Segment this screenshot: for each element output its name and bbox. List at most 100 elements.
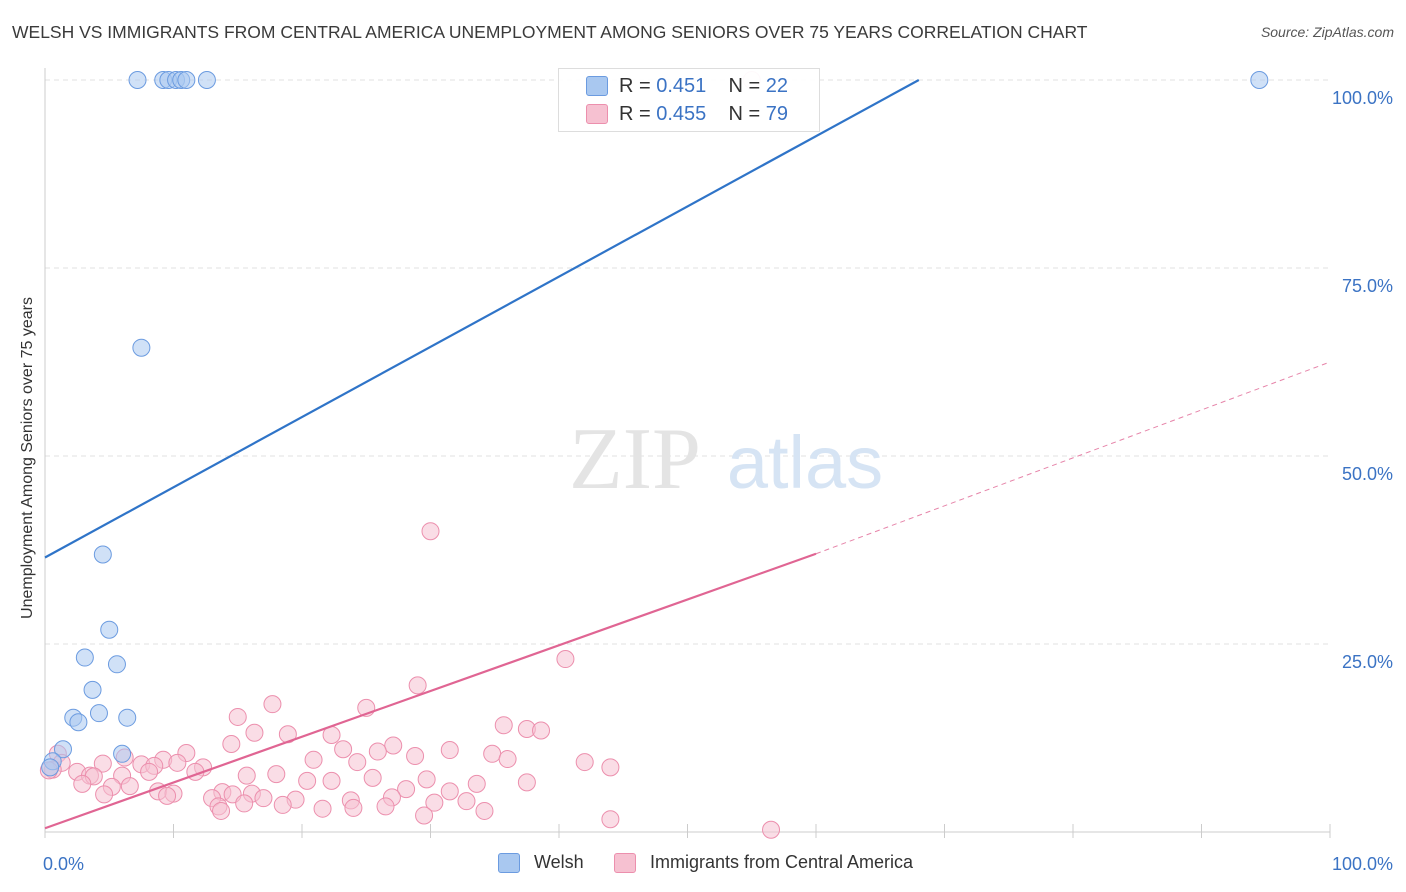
legend-welsh-n-label: N = bbox=[728, 74, 766, 97]
cam-point bbox=[575, 753, 594, 772]
cam-point bbox=[120, 777, 139, 796]
welsh-point bbox=[53, 740, 72, 759]
cam-point bbox=[168, 753, 187, 772]
cam-point bbox=[376, 797, 395, 816]
bottom-legend-swatch-cam bbox=[614, 852, 636, 873]
welsh-point bbox=[93, 545, 112, 564]
cam-point bbox=[532, 721, 551, 740]
legend-cam-n-value: 79 bbox=[765, 102, 789, 125]
bottom-legend-label-cam: Immigrants from Central America bbox=[650, 852, 914, 872]
x-tick-label-min: 0.0% bbox=[43, 854, 84, 874]
watermark: ZIP atlas bbox=[569, 411, 883, 508]
cam-point bbox=[408, 676, 427, 695]
cam-point bbox=[93, 754, 112, 773]
tick-labels: 25.0% 50.0% 75.0% 100.0% 0.0% 100.0% bbox=[43, 88, 1393, 874]
chart-source: Source: ZipAtlas.com bbox=[1260, 24, 1394, 40]
cam-point bbox=[263, 695, 282, 714]
cam-point bbox=[475, 801, 494, 820]
bottom-legend-swatch-welsh bbox=[498, 852, 520, 873]
trend-layer bbox=[44, 79, 1331, 830]
cam-point bbox=[415, 806, 434, 825]
cam-point bbox=[601, 758, 620, 777]
cam-point bbox=[334, 740, 353, 759]
cam-point bbox=[73, 774, 92, 793]
cam-point bbox=[467, 774, 486, 793]
y-tick-label: 25.0% bbox=[1342, 652, 1393, 672]
watermark-atlas: atlas bbox=[727, 421, 883, 504]
legend-swatch-welsh bbox=[586, 76, 608, 96]
bottom-legend-label-welsh: Welsh bbox=[534, 852, 584, 872]
cam-point bbox=[397, 780, 416, 799]
welsh-point bbox=[89, 704, 108, 723]
welsh-point bbox=[197, 71, 216, 89]
welsh-point bbox=[1250, 71, 1269, 89]
welsh-trend-line bbox=[44, 79, 920, 559]
welsh-point bbox=[132, 338, 151, 357]
cam-point bbox=[440, 782, 459, 801]
cam-point bbox=[298, 771, 317, 790]
cam-point bbox=[498, 750, 517, 769]
welsh-point bbox=[83, 680, 102, 699]
y-tick-label: 50.0% bbox=[1342, 464, 1393, 484]
welsh-point bbox=[113, 744, 132, 763]
legend-text-cam: R = 0.455 N = 79 bbox=[619, 103, 788, 126]
y-axis-title: Unemployment Among Seniors over 75 years bbox=[19, 297, 36, 619]
welsh-point bbox=[100, 620, 119, 639]
legend-welsh-n-value: 22 bbox=[765, 74, 789, 97]
axis-layer bbox=[44, 68, 1331, 838]
cam-trend-line bbox=[44, 552, 817, 830]
welsh-point bbox=[118, 708, 137, 727]
cam-point bbox=[158, 786, 177, 805]
cam-point bbox=[440, 741, 459, 760]
legend-cam-r-value: 0.455 bbox=[656, 102, 707, 125]
cam-point bbox=[384, 736, 403, 755]
cam-point bbox=[228, 707, 247, 726]
cam-point bbox=[267, 765, 286, 784]
cam-point bbox=[406, 747, 425, 766]
cam-point bbox=[254, 789, 273, 808]
legend-welsh-r-label: R = bbox=[619, 74, 657, 97]
welsh-point bbox=[41, 758, 60, 777]
cam-point bbox=[313, 799, 332, 818]
watermark-zip: ZIP bbox=[569, 411, 701, 508]
cam-point bbox=[363, 768, 382, 787]
cam-point bbox=[517, 773, 536, 792]
series-welsh-points bbox=[41, 71, 1269, 777]
legend-box: R = 0.451 N = 22 R = 0.455 N = 79 bbox=[558, 68, 820, 132]
welsh-point bbox=[69, 713, 88, 732]
cam-point bbox=[222, 735, 241, 754]
cam-point bbox=[237, 766, 256, 785]
grid-layer bbox=[45, 79, 1330, 645]
legend-cam-r-label: R = bbox=[619, 102, 657, 125]
chart-title: WELSH VS IMMIGRANTS FROM CENTRAL AMERICA… bbox=[12, 22, 1088, 42]
cam-point bbox=[556, 650, 575, 669]
bottom-legend-cam: Immigrants from Central America bbox=[614, 852, 913, 873]
legend-cam-n-label: N = bbox=[728, 102, 766, 125]
cam-point bbox=[304, 750, 323, 769]
welsh-point bbox=[128, 71, 147, 89]
cam-point bbox=[245, 723, 264, 742]
cam-point bbox=[348, 753, 367, 772]
welsh-point bbox=[177, 71, 196, 89]
legend-text-welsh: R = 0.451 N = 22 bbox=[619, 75, 788, 98]
cam-trend-extension bbox=[815, 361, 1331, 555]
cam-point bbox=[322, 771, 341, 790]
cam-point bbox=[457, 792, 476, 811]
cam-point bbox=[421, 522, 440, 541]
x-tick-label-max: 100.0% bbox=[1332, 854, 1393, 874]
cam-point bbox=[483, 744, 502, 763]
bottom-legend: Welsh Immigrants from Central America bbox=[0, 852, 1406, 876]
cam-point bbox=[273, 795, 292, 814]
bottom-legend-welsh: Welsh bbox=[498, 852, 584, 873]
cam-point bbox=[344, 798, 363, 817]
cam-point bbox=[425, 793, 444, 812]
legend-welsh-r-value: 0.451 bbox=[656, 74, 707, 97]
cam-point bbox=[235, 794, 254, 813]
cam-point bbox=[601, 810, 620, 829]
welsh-point bbox=[107, 655, 126, 674]
cam-point bbox=[140, 762, 159, 781]
cam-point bbox=[417, 770, 436, 789]
cam-point bbox=[368, 742, 387, 761]
y-tick-label: 75.0% bbox=[1342, 276, 1393, 296]
